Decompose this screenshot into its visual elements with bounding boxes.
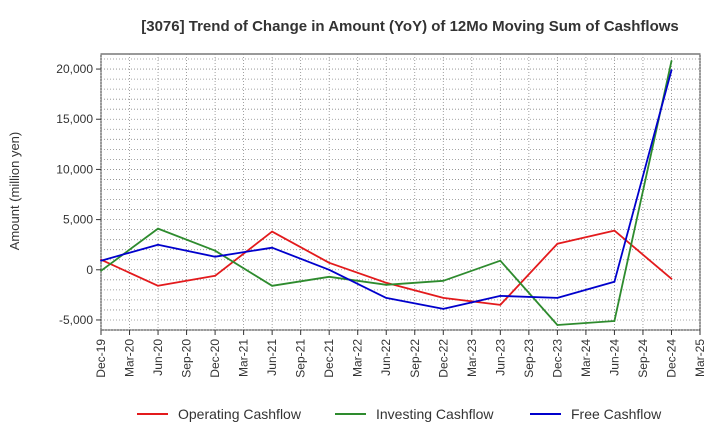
data-point-investing-cashflow: [385, 283, 388, 286]
data-point-operating-cashflow: [556, 242, 559, 245]
x-tick-label: Mar-21: [237, 339, 251, 377]
y-tick-label: -5,000: [59, 313, 93, 327]
y-tick-label: 20,000: [56, 62, 93, 76]
x-tick-label: Dec-24: [664, 339, 678, 378]
x-tick-label: Dec-19: [94, 339, 108, 378]
legend-label-operating-cashflow: Operating Cashflow: [178, 406, 302, 422]
data-point-investing-cashflow: [157, 227, 159, 230]
data-point-free-cashflow: [271, 246, 273, 249]
y-tick-label: 10,000: [56, 162, 93, 176]
x-tick-label: Sep-20: [180, 339, 194, 378]
x-tick-label: Jun-21: [265, 339, 279, 376]
data-point-operating-cashflow: [157, 284, 159, 287]
data-point-operating-cashflow: [499, 304, 502, 306]
data-point-operating-cashflow: [271, 230, 273, 233]
data-point-investing-cashflow: [214, 249, 217, 252]
x-tick-label: Sep-22: [408, 339, 422, 378]
data-point-free-cashflow: [499, 295, 502, 297]
y-tick-label: 5,000: [63, 213, 93, 227]
x-axis: Dec-19 Mar-20 Jun-20 Sep-20 Dec-20 Mar-21 Jun-…: [94, 330, 707, 378]
plot-frame: [100, 53, 701, 331]
data-point-operating-cashflow: [385, 281, 388, 284]
y-tick-label: 0: [86, 263, 93, 277]
series-group: [100, 60, 673, 326]
x-tick-label: Sep-21: [294, 339, 308, 378]
legend-label-investing-cashflow: Investing Cashflow: [376, 406, 494, 422]
x-tick-label: Mar-24: [579, 339, 593, 377]
data-point-operating-cashflow: [442, 297, 445, 299]
x-tick-label: Dec-20: [208, 339, 222, 378]
y-axis: -5,000 0 5,000 10,000 15,000 20,000: [56, 62, 101, 327]
x-tick-label: Jun-22: [379, 339, 393, 376]
data-point-operating-cashflow: [613, 229, 616, 232]
data-point-free-cashflow: [670, 69, 673, 71]
x-tick-label: Sep-23: [522, 339, 536, 378]
data-point-investing-cashflow: [556, 324, 559, 326]
x-tick-label: Dec-21: [322, 339, 336, 378]
x-tick-label: Mar-25: [693, 339, 707, 377]
grid: [100, 54, 701, 331]
plot-area: [100, 53, 701, 331]
data-point-free-cashflow: [442, 308, 445, 310]
data-point-investing-cashflow: [499, 259, 502, 262]
x-tick-label: Mar-20: [123, 339, 137, 377]
y-axis-label: Amount (million yen): [7, 132, 22, 251]
legend: Operating Cashflow Investing Cashflow Free…: [137, 406, 662, 422]
x-tick-label: Sep-24: [636, 339, 650, 378]
data-point-investing-cashflow: [442, 279, 445, 282]
data-point-investing-cashflow: [613, 320, 616, 322]
chart-title: [3076] Trend of Change in Amount (YoY) o…: [141, 18, 679, 35]
y-tick-label: 15,000: [56, 112, 93, 126]
x-tick-label: Mar-23: [465, 339, 479, 377]
data-point-free-cashflow: [100, 259, 102, 262]
data-point-free-cashflow: [214, 255, 217, 258]
legend-label-free-cashflow: Free Cashflow: [571, 406, 662, 422]
x-tick-label: Dec-23: [550, 339, 564, 378]
data-point-investing-cashflow: [271, 284, 273, 287]
data-point-investing-cashflow: [100, 269, 102, 272]
x-tick-label: Jun-24: [607, 339, 621, 376]
data-point-free-cashflow: [556, 297, 559, 299]
data-point-free-cashflow: [613, 280, 616, 283]
x-tick-label: Jun-20: [151, 339, 165, 376]
data-point-free-cashflow: [385, 297, 388, 299]
data-point-operating-cashflow: [328, 261, 331, 264]
data-point-operating-cashflow: [670, 277, 673, 280]
x-tick-label: Jun-23: [493, 339, 507, 376]
x-tick-label: Mar-22: [351, 339, 365, 377]
data-point-operating-cashflow: [214, 274, 217, 277]
x-tick-label: Dec-22: [436, 339, 450, 378]
data-point-investing-cashflow: [328, 275, 331, 278]
data-point-free-cashflow: [157, 243, 159, 246]
data-point-free-cashflow: [328, 268, 331, 271]
data-point-investing-cashflow: [670, 60, 673, 62]
